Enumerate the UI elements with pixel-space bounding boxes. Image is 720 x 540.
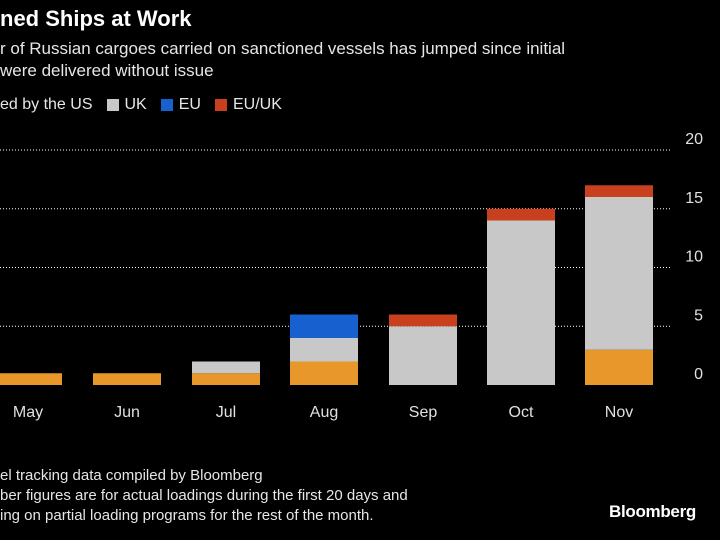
bar-segment [585,349,653,385]
bar-segment [192,373,260,385]
stacked-bar-chart: 0 5 10 15 20 May Jun Jul Aug Sep Oct Nov [0,131,703,421]
x-tick-label: Oct [509,404,534,421]
bar-segment [93,373,161,385]
legend-swatch-uk [106,99,119,111]
legend-label-eu: EU [178,96,201,113]
y-axis-ticks: 0 5 10 15 20 [685,131,703,383]
footnote-line-2: ber figures are for actual loadings duri… [0,487,408,504]
chart-title: ned Ships at Work [0,6,192,31]
legend-swatch-eu-uk [214,99,227,111]
x-tick-label: Nov [605,404,633,421]
bar-segment [585,185,653,197]
legend-label-us: ed by the US [0,96,93,113]
bloomberg-logo: Bloomberg [608,502,696,521]
bar-segment [389,326,457,385]
x-tick-label: Jun [114,404,140,421]
y-tick-label: 20 [685,131,703,148]
chart-subtitle: r of Russian cargoes carried on sanction… [0,38,565,82]
legend-label-eu-uk: EU/UK [232,96,282,113]
y-tick-label: 5 [694,307,703,324]
chart-legend: ed by the US UK EU EU/UK [0,96,282,114]
footnote-line-1: el tracking data compiled by Bloomberg [0,467,263,484]
footnote-line-3: ing on partial loading programs for the … [0,507,374,524]
grid-lines [0,149,670,327]
x-tick-label: May [13,404,43,421]
bar-segment [487,220,555,385]
bar-segment [290,361,358,385]
bar-segment [487,208,555,221]
legend-item-eu-uk: EU/UK [214,96,282,114]
subtitle-line-2: were delivered without issue [0,61,214,80]
y-tick-label: 10 [685,249,703,266]
legend-swatch-eu [160,99,173,111]
legend-item-uk: UK [106,96,147,114]
x-axis-ticks: May Jun Jul Aug Sep Oct Nov [13,404,633,421]
legend-item-us: ed by the US [0,96,93,114]
bar-segment [0,373,62,385]
footnote: el tracking data compiled by Bloomberg b… [0,466,408,526]
bar-segment [290,338,358,362]
bars [0,185,653,385]
x-tick-label: Aug [310,404,338,421]
bar-segment [585,197,653,350]
bar-segment [290,314,358,338]
legend-label-uk: UK [124,96,147,113]
x-tick-label: Jul [216,404,236,421]
legend-item-eu: EU [160,96,201,114]
bar-segment [192,361,260,374]
x-tick-label: Sep [409,404,438,421]
subtitle-line-1: r of Russian cargoes carried on sanction… [0,39,566,58]
bar-segment [389,314,457,327]
y-tick-label: 15 [685,190,703,207]
y-tick-label: 0 [694,366,703,383]
